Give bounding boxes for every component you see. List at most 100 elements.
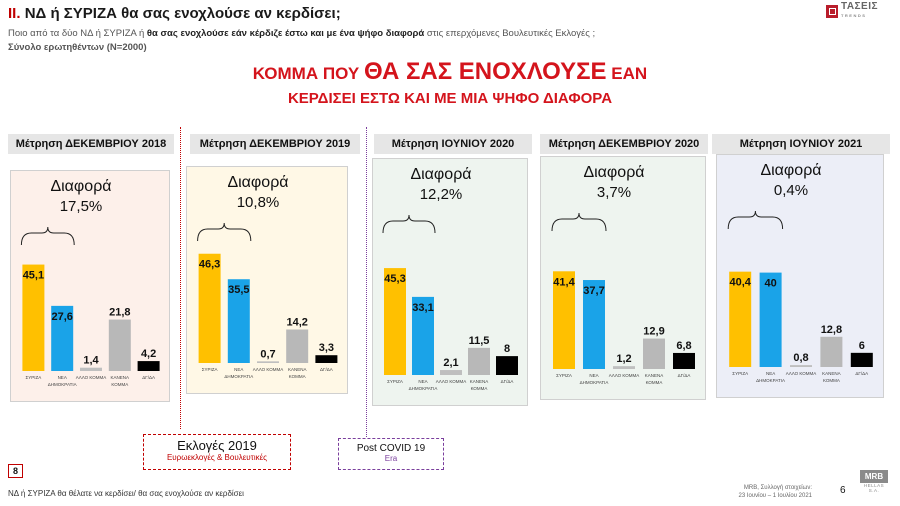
bar-syriza xyxy=(198,253,221,363)
elections-title: Εκλογές 2019 xyxy=(177,438,257,453)
difference-brace xyxy=(20,226,75,246)
value-label-none: 21,8 xyxy=(109,307,130,319)
question-text: Ποιο από τα δύο ΝΔ ή ΣΥΡΙΖΑ ή θα σας ενο… xyxy=(8,28,595,39)
bar-other xyxy=(440,370,462,375)
question-post: στις επερχόμενες Βουλευτικές Εκλογές ; xyxy=(424,28,596,39)
mrb-logo-sub: HELLAS S.A. xyxy=(863,483,885,493)
difference-brace xyxy=(727,210,784,230)
difference-brace xyxy=(382,214,436,234)
difference-label: Διαφορά xyxy=(583,164,644,181)
value-label-syriza: 41,4 xyxy=(553,276,575,288)
category-label-none: ΚΑΝΕΝΑ xyxy=(111,375,130,380)
source-line1: MRB, Συλλογή στοιχείων: xyxy=(743,485,812,491)
category-label-nd: ΔΗΜΟΚΡΑΤΙΑ xyxy=(756,378,785,383)
value-label-other: 1,2 xyxy=(616,353,631,365)
bar-chart-3: Διαφορά 12,2% 45,3 ΣΥΡΙΖΑ 33,1 ΝΕΑ ΔΗΜΟΚΡΑΤΙΑ 2… xyxy=(382,166,518,391)
category-label-nd: ΝΕΑ xyxy=(234,367,243,372)
value-label-dk: 6,8 xyxy=(676,340,691,352)
value-label-nd: 37,7 xyxy=(583,285,604,297)
category-label-nd: ΝΕΑ xyxy=(58,375,67,380)
category-label-none: ΚΟΜΜΑ xyxy=(471,386,488,391)
difference-value: 0,4% xyxy=(774,182,808,199)
bar-nd xyxy=(583,280,605,369)
question-pre: Ποιο από τα δύο ΝΔ ή ΣΥΡΙΖΑ ή xyxy=(8,28,147,39)
value-label-nd: 35,5 xyxy=(228,284,249,296)
difference-label: Διαφορά xyxy=(50,178,111,195)
question-bold: θα σας ενοχλούσε εάν κέρδιζε έστω και με… xyxy=(146,28,425,39)
category-label-none: ΚΑΝΕΝΑ xyxy=(470,379,489,384)
value-label-none: 11,5 xyxy=(469,335,490,347)
page-number: 6 xyxy=(840,485,846,496)
bar-other xyxy=(257,361,279,363)
bar-syriza xyxy=(553,271,575,369)
category-label-dk: ΔΓ/ΔΑ xyxy=(142,375,155,380)
headline-emphasis: ΘΑ ΣΑΣ ΕΝΟΧΛΟΥΣΕ xyxy=(363,58,607,85)
chart-title-3: Μέτρηση ΙΟΥΝΙΟΥ 2020 xyxy=(374,134,532,154)
value-label-dk: 4,2 xyxy=(141,348,156,360)
headline-line1: ΚΟΜΜΑ ΠΟΥ ΘΑ ΣΑΣ ΕΝΟΧΛΟΥΣΕ ΕΑΝ xyxy=(0,58,900,86)
value-label-syriza: 46,3 xyxy=(199,259,220,271)
value-label-none: 14,2 xyxy=(286,316,307,328)
covid-callout: Post COVID 19 Era xyxy=(338,438,444,470)
category-label-other: ΑΛΛΟ ΚΟΜΜΑ xyxy=(786,371,817,376)
difference-value: 3,7% xyxy=(597,184,631,201)
chart-panel-4: Διαφορά 3,7% 41,4 ΣΥΡΙΖΑ 37,7 ΝΕΑ ΔΗΜΟΚΡΑΤΙΑ 1,… xyxy=(540,156,706,400)
category-label-nd: ΔΗΜΟΚΡΑΤΙΑ xyxy=(48,382,77,387)
category-label-none: ΚΑΝΕΝΑ xyxy=(645,373,664,378)
category-label-dk: ΔΓ/ΔΑ xyxy=(320,367,333,372)
value-label-dk: 6 xyxy=(859,340,865,352)
section-number: ΙΙ. xyxy=(8,5,21,22)
difference-label: Διαφορά xyxy=(760,162,821,179)
tasis-logo: ΤΑΣΕΙΣ TRENDS xyxy=(826,1,878,18)
title-text: ΝΔ ή ΣΥΡΙΖΑ θα σας ενοχλούσε αν κερδίσει… xyxy=(24,5,341,22)
headline-line2: ΚΕΡΔΙΣΕΙ ΕΣΤΩ ΚΑΙ ΜΕ ΜΙΑ ΨΗΦΟ ΔΙΑΦΟΡΑ xyxy=(287,90,613,107)
difference-brace xyxy=(551,212,607,232)
bar-dk xyxy=(850,352,873,367)
sample-base: Σύνολο ερωτηθέντων (N=2000) xyxy=(8,42,147,53)
category-label-none: ΚΟΜΜΑ xyxy=(823,378,840,383)
bar-none xyxy=(643,338,665,369)
chart-title-5: Μέτρηση ΙΟΥΝΙΟΥ 2021 xyxy=(712,134,890,154)
value-label-other: 2,1 xyxy=(443,357,458,369)
category-label-dk: ΔΓ/ΔΑ xyxy=(855,371,868,376)
difference-label: Διαφορά xyxy=(410,166,471,183)
category-label-none: ΚΑΝΕΝΑ xyxy=(822,371,841,376)
chart-title-4: Μέτρηση ΔΕΚΕΜΒΡΙΟΥ 2020 xyxy=(540,134,708,154)
elections-2019-callout: Εκλογές 2019 Ευρωεκλογές & Βουλευτικές xyxy=(143,434,291,470)
category-label-syriza: ΣΥΡΙΖΑ xyxy=(732,371,748,376)
category-label-nd: ΝΕΑ xyxy=(589,373,598,378)
bar-syriza xyxy=(22,264,45,371)
category-label-none: ΚΟΜΜΑ xyxy=(111,382,128,387)
source-note: MRB, Συλλογή στοιχείων: 23 Ιουνίου – 1 Ιο… xyxy=(738,484,812,500)
value-label-other: 0,8 xyxy=(793,352,808,364)
value-label-syriza: 45,3 xyxy=(384,273,405,285)
bar-syriza xyxy=(729,271,752,367)
bar-none xyxy=(820,336,843,367)
category-label-nd: ΔΗΜΟΚΡΑΤΙΑ xyxy=(224,374,253,379)
value-label-nd: 33,1 xyxy=(412,302,433,314)
category-label-other: ΑΛΛΟ ΚΟΜΜΑ xyxy=(76,375,107,380)
bar-nd xyxy=(51,305,74,371)
value-label-other: 0,7 xyxy=(260,348,275,360)
bar-other xyxy=(790,365,812,367)
value-label-nd: 27,6 xyxy=(51,311,72,323)
category-label-none: ΚΟΜΜΑ xyxy=(289,374,306,379)
covid-sub: Era xyxy=(384,454,398,463)
category-label-nd: ΔΗΜΟΚΡΑΤΙΑ xyxy=(409,386,438,391)
difference-value: 17,5% xyxy=(60,198,103,215)
bar-chart-1: Διαφορά 17,5% 45,1 ΣΥΡΙΖΑ 27,6 ΝΕΑ ΔΗΜΟΚΡΑΤΙΑ 1… xyxy=(20,178,160,387)
mrb-logo: MRB HELLAS S.A. xyxy=(860,470,888,493)
logo-name: ΤΑΣΕΙΣ xyxy=(840,1,878,12)
category-label-none: ΚΑΝΕΝΑ xyxy=(288,367,307,372)
bar-syriza xyxy=(384,268,406,375)
chart-panel-1: Διαφορά 17,5% 45,1 ΣΥΡΙΖΑ 27,6 ΝΕΑ ΔΗΜΟΚΡΑΤΙΑ 1… xyxy=(10,170,170,402)
footer-note: ΝΔ ή ΣΥΡΙΖΑ θα θέλατε να κερδίσει/ θα σα… xyxy=(8,489,244,498)
value-label-nd: 40 xyxy=(764,278,776,290)
difference-value: 10,8% xyxy=(237,194,280,211)
category-label-dk: ΔΓ/ΔΑ xyxy=(501,379,514,384)
bar-none xyxy=(468,347,490,375)
value-label-dk: 8 xyxy=(504,343,510,355)
category-label-other: ΑΛΛΟ ΚΟΜΜΑ xyxy=(609,373,640,378)
difference-value: 12,2% xyxy=(420,186,463,203)
slide-page-box: 8 xyxy=(8,464,23,478)
